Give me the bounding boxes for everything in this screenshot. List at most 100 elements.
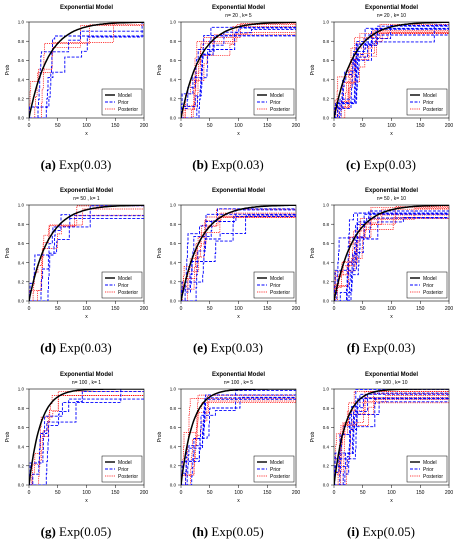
x-axis-label: x xyxy=(85,314,88,320)
chart-title: Exponential Model xyxy=(365,372,418,378)
chart-panel-c: Exponential Model n= 20 , k= 10 0 50 100 150 2… xyxy=(305,0,457,183)
legend-box xyxy=(253,271,295,299)
x-tick-label: 200 xyxy=(445,123,454,129)
y-tick-label: 0.4 xyxy=(323,444,330,449)
y-tick-label: 1.0 xyxy=(323,20,330,25)
legend-label: Prior xyxy=(270,100,281,106)
caption-label: (h) xyxy=(192,524,209,539)
legend-label: Posterior xyxy=(118,290,138,296)
chart-subtitle: n= 100 , k= 1 xyxy=(72,380,101,386)
prior-curve xyxy=(181,397,296,485)
chart-svg-d: Exponential Model n= 50 , k= 1 0 50 100 150 20… xyxy=(5,188,148,320)
x-tick-label: 100 xyxy=(234,306,243,312)
posterior-curve xyxy=(334,208,449,301)
prior-curve xyxy=(334,392,449,485)
legend-label: Model xyxy=(118,93,132,99)
legend-label: Posterior xyxy=(118,107,138,113)
chart-panel-i: Exponential Model n= 100 , k= 10 0 50 100 150… xyxy=(305,367,457,550)
legend-box xyxy=(406,455,448,483)
x-tick-label: 50 xyxy=(207,123,213,129)
y-tick-label: 0.0 xyxy=(170,299,177,304)
panel-caption: (i) Exp(0.05) xyxy=(305,524,457,540)
caption-label: (f) xyxy=(346,340,360,355)
y-axis-label: Prob xyxy=(5,65,11,76)
legend-label: Posterior xyxy=(270,107,290,113)
x-tick-label: 0 xyxy=(180,490,183,496)
legend-label: Model xyxy=(118,460,132,466)
panel-caption: (c) Exp(0.03) xyxy=(305,157,457,173)
x-tick-label: 150 xyxy=(111,123,120,129)
chart-panel-e: Exponential Model 0 50 100 150 200 0.0 0.2 0.4 0.… xyxy=(152,183,304,366)
prior-curve xyxy=(334,401,449,485)
y-tick-label: 0.6 xyxy=(323,241,330,246)
posterior-curve xyxy=(334,31,449,118)
y-tick-label: 0.0 xyxy=(323,483,330,488)
prior-curve xyxy=(29,389,144,485)
y-tick-label: 0.0 xyxy=(323,116,330,121)
y-tick-label: 0.6 xyxy=(18,241,25,246)
model-curve xyxy=(334,389,449,485)
y-tick-label: 0.8 xyxy=(323,222,330,227)
legend-label: Prior xyxy=(270,467,281,473)
x-tick-label: 100 xyxy=(82,306,91,312)
legend-label: Prior xyxy=(423,283,434,289)
legend-label: Model xyxy=(270,93,284,99)
legend-box xyxy=(406,271,448,299)
prior-curve xyxy=(181,216,296,301)
prior-curve xyxy=(181,27,296,118)
chart-panel-f: Exponential Model n= 50 , k= 10 0 50 100 150 2… xyxy=(305,183,457,366)
caption-text: Exp(0.05) xyxy=(362,524,415,539)
x-axis-label: x xyxy=(237,131,240,137)
y-tick-label: 0.2 xyxy=(170,280,177,285)
y-axis-label: Prob xyxy=(310,65,316,76)
legend-label: Model xyxy=(423,460,437,466)
x-tick-label: 0 xyxy=(28,490,31,496)
y-tick-label: 0.0 xyxy=(18,116,25,121)
y-tick-label: 0.2 xyxy=(323,97,330,102)
x-tick-label: 0 xyxy=(180,123,183,129)
caption-label: (c) xyxy=(345,157,361,172)
model-curve xyxy=(181,205,296,301)
legend-label: Model xyxy=(270,460,284,466)
x-tick-label: 200 xyxy=(445,490,454,496)
prior-curve xyxy=(334,212,449,301)
y-tick-label: 0.4 xyxy=(170,260,177,265)
legend-label: Posterior xyxy=(423,290,443,296)
x-tick-label: 150 xyxy=(416,123,425,129)
chart-panel-h: Exponential Model n= 100 , k= 5 0 50 100 150 2… xyxy=(152,367,304,550)
chart-title: Exponential Model xyxy=(212,188,265,194)
x-tick-label: 50 xyxy=(360,123,366,129)
caption-label: (b) xyxy=(192,157,209,172)
posterior-curve xyxy=(334,217,449,301)
x-tick-label: 150 xyxy=(416,490,425,496)
x-tick-label: 50 xyxy=(55,123,61,129)
y-tick-label: 0.0 xyxy=(323,299,330,304)
y-tick-label: 0.0 xyxy=(18,299,25,304)
chart-subtitle: n= 100 , k= 10 xyxy=(376,380,408,386)
y-tick-label: 0.2 xyxy=(18,464,25,469)
x-tick-label: 150 xyxy=(263,306,272,312)
legend-label: Prior xyxy=(270,283,281,289)
legend-box xyxy=(101,455,143,483)
chart-title: Exponential Model xyxy=(365,188,418,194)
caption-text: Exp(0.03) xyxy=(211,157,264,172)
legend-label: Prior xyxy=(423,100,434,106)
posterior-curve xyxy=(181,26,296,118)
x-tick-label: 200 xyxy=(292,490,301,496)
x-tick-label: 200 xyxy=(140,490,149,496)
legend-label: Posterior xyxy=(270,290,290,296)
chart-title: Exponential Model xyxy=(212,372,265,378)
posterior-curve xyxy=(181,216,296,301)
x-tick-label: 200 xyxy=(292,306,301,312)
y-tick-label: 0.4 xyxy=(170,444,177,449)
y-tick-label: 0.6 xyxy=(170,58,177,63)
posterior-curve xyxy=(181,208,296,301)
posterior-curve xyxy=(29,390,144,485)
x-tick-label: 0 xyxy=(333,123,336,129)
